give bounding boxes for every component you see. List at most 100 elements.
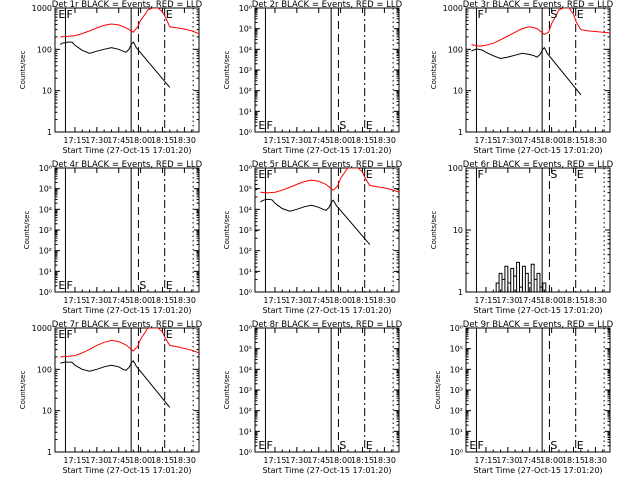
x-axis-label: Start Time (27-Oct-15 17:01:20) <box>62 146 191 155</box>
chart-panel-9: Det 9r BLACK = Events, RED = LLD 10⁰ 10¹ 10… <box>434 320 614 475</box>
marker-label-F: F <box>266 168 272 181</box>
chart-title: Det 6r BLACK = Events, RED = LLD <box>463 160 614 170</box>
chart-panel-1: Det 1r BLACK = Events, RED = LLD 1 10 100 10… <box>19 0 203 155</box>
marker-label-F: F <box>266 439 272 452</box>
y-tick-label: 100 <box>448 164 463 173</box>
marker-label-E: E <box>58 328 65 341</box>
x-axis-label: Start Time (27-Oct-15 17:01:20) <box>62 306 191 315</box>
y-tick-label: 10³ <box>239 226 252 235</box>
series-lld-line <box>260 168 399 194</box>
x-axis-label: Start Time (27-Oct-15 17:01:20) <box>262 466 391 475</box>
marker-label-E: E <box>258 168 265 181</box>
x-tick-label: 18:30 <box>373 136 396 145</box>
y-tick-label: 10⁴ <box>239 365 252 374</box>
plot-frame <box>54 167 200 293</box>
y-tick-label: 10² <box>239 407 252 416</box>
y-tick-label: 10⁴ <box>239 205 252 214</box>
x-tick-label: 18:00 <box>129 296 152 305</box>
series-events-line <box>60 41 171 88</box>
chart-title: Det 8r BLACK = Events, RED = LLD <box>252 320 403 330</box>
x-tick-label: 17:15 <box>263 456 286 465</box>
marker-label-E: E <box>258 119 265 132</box>
chart-title: Det 5r BLACK = Events, RED = LLD <box>252 160 403 170</box>
marker-label-E: E <box>58 279 65 292</box>
series-events-line <box>471 46 582 96</box>
series-events-line <box>260 198 371 245</box>
x-tick-label: 18:00 <box>129 456 152 465</box>
y-tick-label: 10³ <box>450 386 463 395</box>
y-tick-label: 10⁴ <box>39 205 52 214</box>
marker-label-E: E <box>577 8 584 21</box>
y-tick-label: 10⁵ <box>239 345 252 354</box>
chart-title: Det 7r BLACK = Events, RED = LLD <box>52 320 203 330</box>
y-tick-label: 10³ <box>39 226 52 235</box>
marker-label-F: F <box>477 439 483 452</box>
x-axis-label: Start Time (27-Oct-15 17:01:20) <box>473 306 602 315</box>
plot-area <box>471 8 610 132</box>
y-tick-label: 10¹ <box>39 267 52 276</box>
marker-label-E: E <box>166 279 173 292</box>
y-tick-label: 10⁰ <box>239 128 252 137</box>
y-axis-label: Counts/sec <box>19 371 27 410</box>
x-tick-label: 18:15 <box>151 136 174 145</box>
y-tick-label: 10⁶ <box>239 324 252 333</box>
y-tick-label: 10¹ <box>239 427 252 436</box>
y-tick-label: 10⁴ <box>450 365 463 374</box>
x-tick-label: 17:45 <box>307 456 330 465</box>
chart-panel-8: Det 8r BLACK = Events, RED = LLD 10⁰ 10¹ 10… <box>223 320 403 475</box>
x-tick-label: 17:15 <box>474 456 497 465</box>
y-tick-label: 100 <box>37 365 52 374</box>
x-tick-label: 18:00 <box>540 456 563 465</box>
y-axis-label: Counts/sec <box>223 51 231 90</box>
marker-label-S: S <box>339 439 346 452</box>
y-tick-label: 1 <box>458 288 463 297</box>
y-tick-label: 10² <box>239 87 252 96</box>
marker-label-S: S <box>550 439 557 452</box>
y-tick-label: 1000 <box>32 4 52 13</box>
plot-area <box>264 328 394 452</box>
x-tick-label: 18:00 <box>540 136 563 145</box>
marker-label-E: E <box>577 439 584 452</box>
x-tick-label: 18:15 <box>151 296 174 305</box>
y-tick-label: 10 <box>42 407 52 416</box>
x-tick-label: 18:00 <box>329 296 352 305</box>
chart-title: Det 2r BLACK = Events, RED = LLD <box>252 0 403 10</box>
y-tick-label: 10² <box>450 407 463 416</box>
x-axis-label: Start Time (27-Oct-15 17:01:20) <box>62 466 191 475</box>
y-axis-label: Counts/sec <box>430 211 438 250</box>
marker-label-E: E <box>58 8 65 21</box>
x-tick-label: 18:15 <box>562 456 585 465</box>
marker-label-F: F <box>66 8 72 21</box>
x-axis-label: Start Time (27-Oct-15 17:01:20) <box>473 146 602 155</box>
plot-area <box>475 328 605 452</box>
y-tick-label: 10¹ <box>450 427 463 436</box>
x-tick-label: 18:30 <box>584 136 607 145</box>
marker-label-F: F <box>477 168 483 181</box>
y-tick-label: 10 <box>453 226 463 235</box>
series-lld-line <box>60 8 199 38</box>
y-tick-label: 100 <box>37 45 52 54</box>
plot-area <box>60 8 199 132</box>
plot-area <box>475 168 605 292</box>
x-tick-label: 17:15 <box>474 296 497 305</box>
x-tick-label: 18:15 <box>351 136 374 145</box>
y-tick-label: 10⁰ <box>239 448 252 457</box>
y-tick-label: 10 <box>42 87 52 96</box>
y-axis-label: Counts/sec <box>19 51 27 90</box>
marker-label-E: E <box>366 439 373 452</box>
x-tick-label: 18:15 <box>151 456 174 465</box>
x-tick-label: 18:30 <box>173 456 196 465</box>
x-axis-label: Start Time (27-Oct-15 17:01:20) <box>473 466 602 475</box>
chart-title: Det 9r BLACK = Events, RED = LLD <box>463 320 614 330</box>
x-tick-label: 18:30 <box>373 296 396 305</box>
x-tick-label: 17:45 <box>307 136 330 145</box>
x-tick-label: 17:45 <box>307 296 330 305</box>
y-axis-label: Counts/sec <box>434 371 442 410</box>
y-tick-label: 10⁵ <box>239 185 252 194</box>
x-tick-label: 18:00 <box>540 296 563 305</box>
x-tick-label: 17:30 <box>496 136 519 145</box>
x-tick-label: 17:45 <box>518 136 541 145</box>
x-tick-label: 18:15 <box>562 136 585 145</box>
marker-label-F: F <box>266 119 272 132</box>
chart-title: Det 1r BLACK = Events, RED = LLD <box>52 0 203 10</box>
